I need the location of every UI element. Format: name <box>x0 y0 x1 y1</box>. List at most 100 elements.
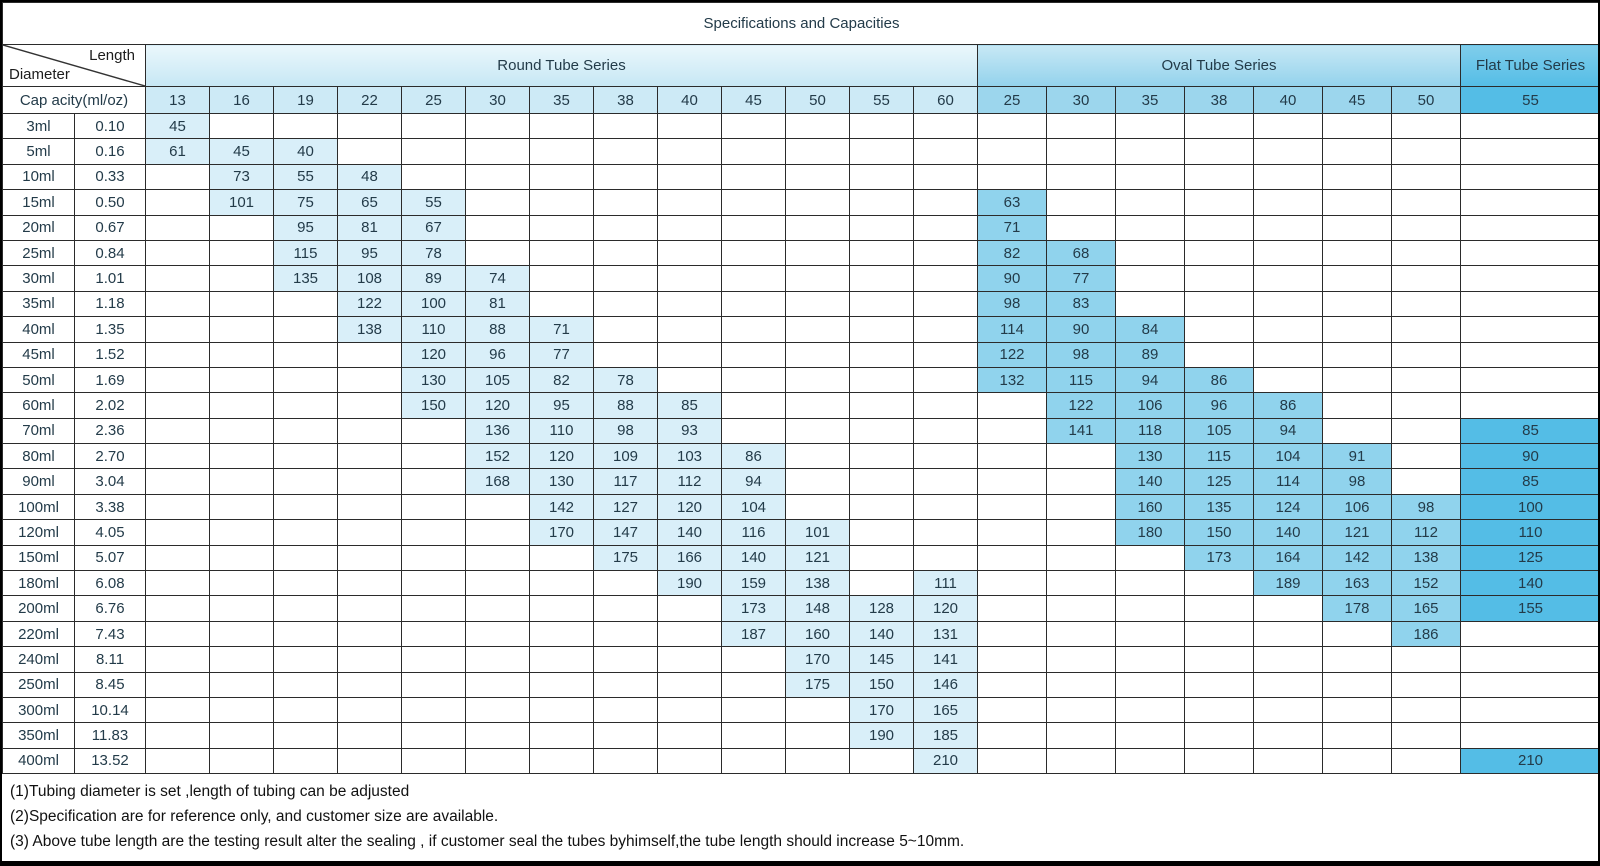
tube-length-cell-round-55 <box>849 265 914 292</box>
tube-length-cell-round-55 <box>849 417 914 445</box>
tube-length-cell-round-13 <box>145 544 210 572</box>
tube-length-cell-oval-30 <box>1046 671 1116 698</box>
tube-length-cell-round-40 <box>657 646 722 673</box>
row-capacity-ml: 350ml <box>2 722 75 749</box>
tube-length-cell-round-40 <box>657 620 722 648</box>
tube-length-cell-round-35: 142 <box>529 493 594 521</box>
footnotes: (1)Tubing diameter is set ,length of tub… <box>2 774 1598 858</box>
tube-length-cell-oval-25 <box>977 595 1047 622</box>
tube-length-cell-round-40: 166 <box>657 544 722 572</box>
tube-length-cell-round-45: 173 <box>721 595 786 622</box>
tube-length-cell-round-38 <box>593 214 658 241</box>
tube-length-cell-oval-30: 98 <box>1046 341 1116 368</box>
tube-length-cell-round-45 <box>721 138 786 165</box>
table-row: 120ml 4.05 170 147 140 116 101 180 150 140 121 112 1… <box>2 519 1598 546</box>
tube-length-cell-oval-30 <box>1046 112 1116 140</box>
tube-length-cell-oval-25 <box>977 646 1047 673</box>
tube-length-cell-oval-25: 71 <box>977 214 1047 241</box>
tube-length-cell-oval-40 <box>1253 620 1323 648</box>
tube-length-cell-round-45 <box>721 265 786 292</box>
tube-length-cell-round-38 <box>593 620 658 648</box>
tube-length-cell-oval-45 <box>1322 138 1392 165</box>
tube-length-cell-round-55: 150 <box>849 671 914 698</box>
tube-length-cell-round-60 <box>913 138 978 165</box>
tube-length-cell-round-30 <box>465 189 530 216</box>
tube-length-cell-flat-55: 85 <box>1459 417 1598 445</box>
tube-length-cell-round-40: 85 <box>657 392 722 419</box>
tube-length-cell-round-38: 175 <box>593 544 658 572</box>
tube-length-cell-round-30 <box>465 239 530 267</box>
tube-length-cell-round-13 <box>145 189 210 216</box>
tube-length-cell-round-60 <box>913 163 978 191</box>
tube-length-cell-round-19: 135 <box>273 265 338 292</box>
tube-length-cell-round-40 <box>657 595 722 622</box>
tube-length-cell-round-30 <box>465 163 530 191</box>
row-capacity-oz: 8.11 <box>74 646 146 673</box>
tube-length-cell-round-22 <box>337 366 402 394</box>
tube-length-cell-round-40 <box>657 239 722 267</box>
tube-length-cell-round-30: 74 <box>465 265 530 292</box>
tube-length-cell-flat-55: 210 <box>1459 747 1598 775</box>
tube-length-cell-round-16 <box>209 316 274 343</box>
tube-length-cell-round-22 <box>337 392 402 419</box>
title-row: Specifications and Capacities <box>2 2 1598 45</box>
tube-length-cell-flat-55 <box>1459 239 1598 267</box>
tube-length-cell-oval-25: 98 <box>977 290 1047 318</box>
tube-length-cell-round-60 <box>913 544 978 572</box>
tube-length-cell-round-40 <box>657 290 722 318</box>
tube-length-cell-round-35 <box>529 595 594 622</box>
tube-length-cell-flat-55 <box>1459 722 1598 749</box>
series-header-flat: Flat Tube Series <box>1459 44 1598 87</box>
tube-length-cell-round-19 <box>273 493 338 521</box>
tube-length-cell-round-25: 78 <box>401 239 466 267</box>
tube-length-cell-flat-55 <box>1459 392 1598 419</box>
row-capacity-oz: 0.33 <box>74 163 146 191</box>
tube-length-cell-round-22 <box>337 595 402 622</box>
tube-length-cell-round-13 <box>145 290 210 318</box>
tube-length-cell-oval-35 <box>1115 595 1185 622</box>
tube-length-cell-round-16 <box>209 570 274 597</box>
tube-length-cell-round-19 <box>273 290 338 318</box>
tube-length-cell-oval-38 <box>1184 189 1254 216</box>
row-capacity-oz: 13.52 <box>74 747 146 775</box>
tube-length-cell-round-25 <box>401 722 466 749</box>
tube-length-cell-flat-55 <box>1459 646 1598 673</box>
tube-length-cell-round-45: 159 <box>721 570 786 597</box>
tube-length-cell-oval-45 <box>1322 671 1392 698</box>
tube-length-cell-round-40 <box>657 163 722 191</box>
tube-length-cell-oval-38 <box>1184 722 1254 749</box>
tube-length-cell-round-30 <box>465 722 530 749</box>
row-capacity-ml: 400ml <box>2 747 75 775</box>
tube-length-cell-oval-30 <box>1046 493 1116 521</box>
tube-length-cell-oval-45 <box>1322 189 1392 216</box>
tube-length-cell-round-19 <box>273 316 338 343</box>
tube-length-cell-oval-50 <box>1391 112 1461 140</box>
diameter-header-round-38: 38 <box>593 86 658 114</box>
tube-length-cell-round-35 <box>529 620 594 648</box>
tube-length-cell-round-40 <box>657 138 722 165</box>
tube-length-cell-oval-38 <box>1184 747 1254 775</box>
tube-length-cell-round-50 <box>785 747 850 775</box>
tube-length-cell-oval-38 <box>1184 163 1254 191</box>
tube-length-cell-oval-25: 63 <box>977 189 1047 216</box>
tube-length-cell-round-40 <box>657 214 722 241</box>
tube-length-cell-oval-40 <box>1253 747 1323 775</box>
tube-length-cell-oval-25 <box>977 696 1047 724</box>
tube-length-cell-oval-25 <box>977 138 1047 165</box>
tube-length-cell-flat-55 <box>1459 316 1598 343</box>
tube-length-cell-oval-35 <box>1115 112 1185 140</box>
tube-length-cell-round-38: 98 <box>593 417 658 445</box>
row-capacity-oz: 7.43 <box>74 620 146 648</box>
tube-length-cell-round-50: 138 <box>785 570 850 597</box>
table-row: 150ml 5.07 175 166 140 121 173 164 142 138 125 <box>2 544 1598 572</box>
tube-length-cell-oval-40 <box>1253 722 1323 749</box>
tube-length-cell-round-16 <box>209 747 274 775</box>
tube-length-cell-flat-55: 110 <box>1459 519 1598 546</box>
row-capacity-oz: 2.02 <box>74 392 146 419</box>
tube-length-cell-round-50 <box>785 163 850 191</box>
tube-length-cell-round-25: 100 <box>401 290 466 318</box>
tube-length-cell-oval-30 <box>1046 696 1116 724</box>
tube-length-cell-oval-35: 89 <box>1115 341 1185 368</box>
tube-length-cell-oval-38 <box>1184 239 1254 267</box>
tube-length-cell-round-16 <box>209 646 274 673</box>
